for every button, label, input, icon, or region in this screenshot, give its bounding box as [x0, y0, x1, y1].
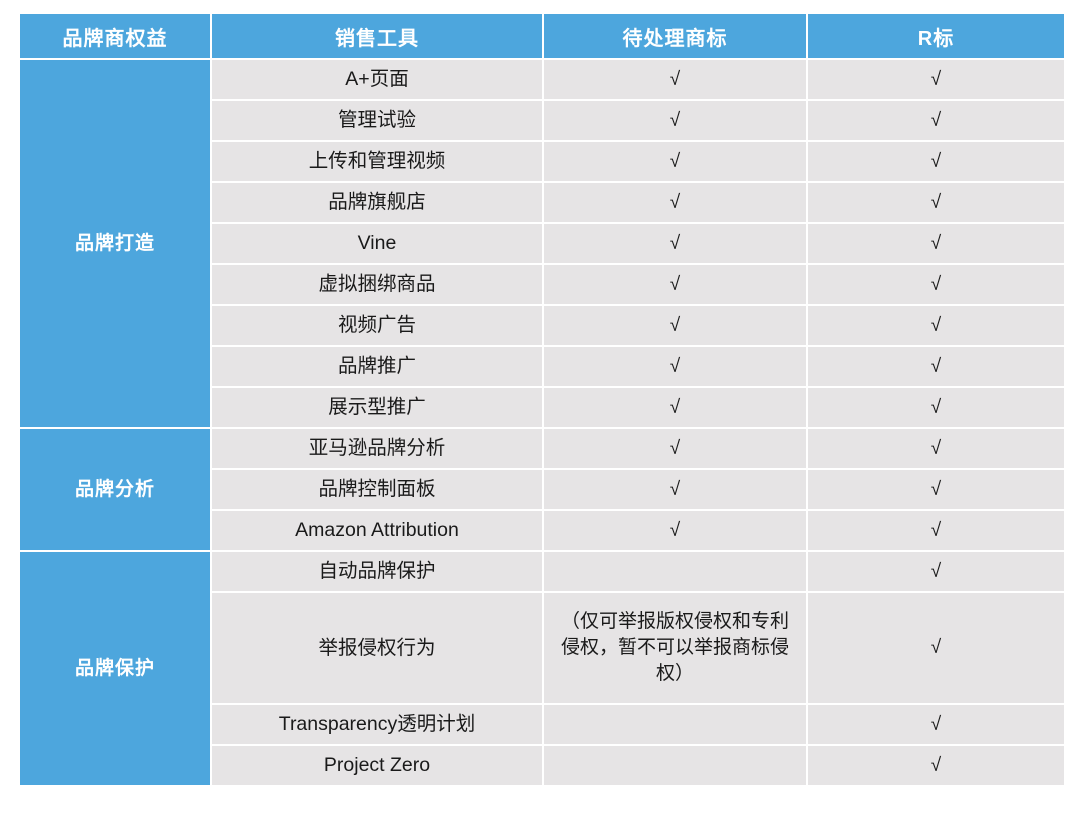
tool-name: A+页面	[212, 60, 542, 99]
table-row: Transparency透明计划 √	[20, 705, 1064, 744]
table-row: 展示型推广 √ √	[20, 388, 1064, 427]
r-mark-mark: √	[808, 60, 1064, 99]
pending-trademark-mark: √	[544, 347, 806, 386]
pending-trademark-mark: √	[544, 470, 806, 509]
column-header-pending-trademark: 待处理商标	[544, 14, 806, 58]
r-mark-mark: √	[808, 746, 1064, 785]
r-mark-mark: √	[808, 552, 1064, 591]
table-row: Project Zero √	[20, 746, 1064, 785]
column-header-sales-tools: 销售工具	[212, 14, 542, 58]
pending-trademark-mark: √	[544, 224, 806, 263]
r-mark-mark: √	[808, 347, 1064, 386]
r-mark-mark: √	[808, 142, 1064, 181]
tool-name: 品牌推广	[212, 347, 542, 386]
tool-name: 自动品牌保护	[212, 552, 542, 591]
brand-benefits-table: 品牌商权益 销售工具 待处理商标 R标 品牌打造 A+页面 √ √ 管理试验 √…	[18, 12, 1066, 787]
tool-name: 品牌旗舰店	[212, 183, 542, 222]
tool-name: 虚拟捆绑商品	[212, 265, 542, 304]
r-mark-mark: √	[808, 593, 1064, 703]
tool-name: 展示型推广	[212, 388, 542, 427]
tool-name: 管理试验	[212, 101, 542, 140]
pending-trademark-mark: √	[544, 429, 806, 468]
r-mark-mark: √	[808, 470, 1064, 509]
r-mark-mark: √	[808, 183, 1064, 222]
tool-name: 品牌控制面板	[212, 470, 542, 509]
r-mark-mark: √	[808, 306, 1064, 345]
table-row: Amazon Attribution √ √	[20, 511, 1064, 550]
table-row: 品牌控制面板 √ √	[20, 470, 1064, 509]
pending-trademark-mark	[544, 705, 806, 744]
r-mark-mark: √	[808, 265, 1064, 304]
group-label-brand-protection: 品牌保护	[20, 552, 210, 785]
table-row: 管理试验 √ √	[20, 101, 1064, 140]
table-row: 品牌保护 自动品牌保护 √	[20, 552, 1064, 785]
pending-trademark-mark: √	[544, 60, 806, 99]
table-row: 品牌分析 亚马逊品牌分析 √ √	[20, 429, 1064, 550]
pending-trademark-mark: √	[544, 511, 806, 550]
pending-trademark-note: （仅可举报版权侵权和专利侵权，暂不可以举报商标侵权）	[544, 593, 806, 703]
pending-trademark-mark: √	[544, 306, 806, 345]
table-row: 上传和管理视频 √ √	[20, 142, 1064, 181]
r-mark-mark: √	[808, 429, 1064, 468]
group-label-brand-building: 品牌打造	[20, 60, 210, 427]
pending-trademark-mark: √	[544, 183, 806, 222]
table-row: 品牌旗舰店 √ √	[20, 183, 1064, 222]
table-row: 品牌推广 √ √	[20, 347, 1064, 386]
table-row: 举报侵权行为 （仅可举报版权侵权和专利侵权，暂不可以举报商标侵权） √	[20, 593, 1064, 703]
column-header-r-mark: R标	[808, 14, 1064, 58]
column-header-brand-benefits: 品牌商权益	[20, 14, 210, 58]
pending-trademark-mark: √	[544, 388, 806, 427]
group-label-brand-analytics: 品牌分析	[20, 429, 210, 550]
tool-name: Vine	[212, 224, 542, 263]
tool-name: 视频广告	[212, 306, 542, 345]
table-row: 视频广告 √ √	[20, 306, 1064, 345]
table-body: 品牌打造 A+页面 √ √ 管理试验 √ √ 上传和管理视频 √ √ 品牌旗舰店…	[20, 60, 1064, 785]
r-mark-mark: √	[808, 388, 1064, 427]
table-header: 品牌商权益 销售工具 待处理商标 R标	[20, 14, 1064, 58]
tool-name: Project Zero	[212, 746, 542, 785]
table-row: Vine √ √	[20, 224, 1064, 263]
table-header-row: 品牌商权益 销售工具 待处理商标 R标	[20, 14, 1064, 58]
pending-trademark-mark	[544, 746, 806, 785]
r-mark-mark: √	[808, 224, 1064, 263]
r-mark-mark: √	[808, 705, 1064, 744]
pending-trademark-mark	[544, 552, 806, 591]
tool-name: Amazon Attribution	[212, 511, 542, 550]
pending-trademark-mark: √	[544, 142, 806, 181]
tool-name: Transparency透明计划	[212, 705, 542, 744]
table-row: 品牌打造 A+页面 √ √	[20, 60, 1064, 427]
pending-trademark-mark: √	[544, 265, 806, 304]
r-mark-mark: √	[808, 101, 1064, 140]
pending-trademark-mark: √	[544, 101, 806, 140]
tool-name: 举报侵权行为	[212, 593, 542, 703]
table-row: 虚拟捆绑商品 √ √	[20, 265, 1064, 304]
r-mark-mark: √	[808, 511, 1064, 550]
tool-name: 亚马逊品牌分析	[212, 429, 542, 468]
tool-name: 上传和管理视频	[212, 142, 542, 181]
